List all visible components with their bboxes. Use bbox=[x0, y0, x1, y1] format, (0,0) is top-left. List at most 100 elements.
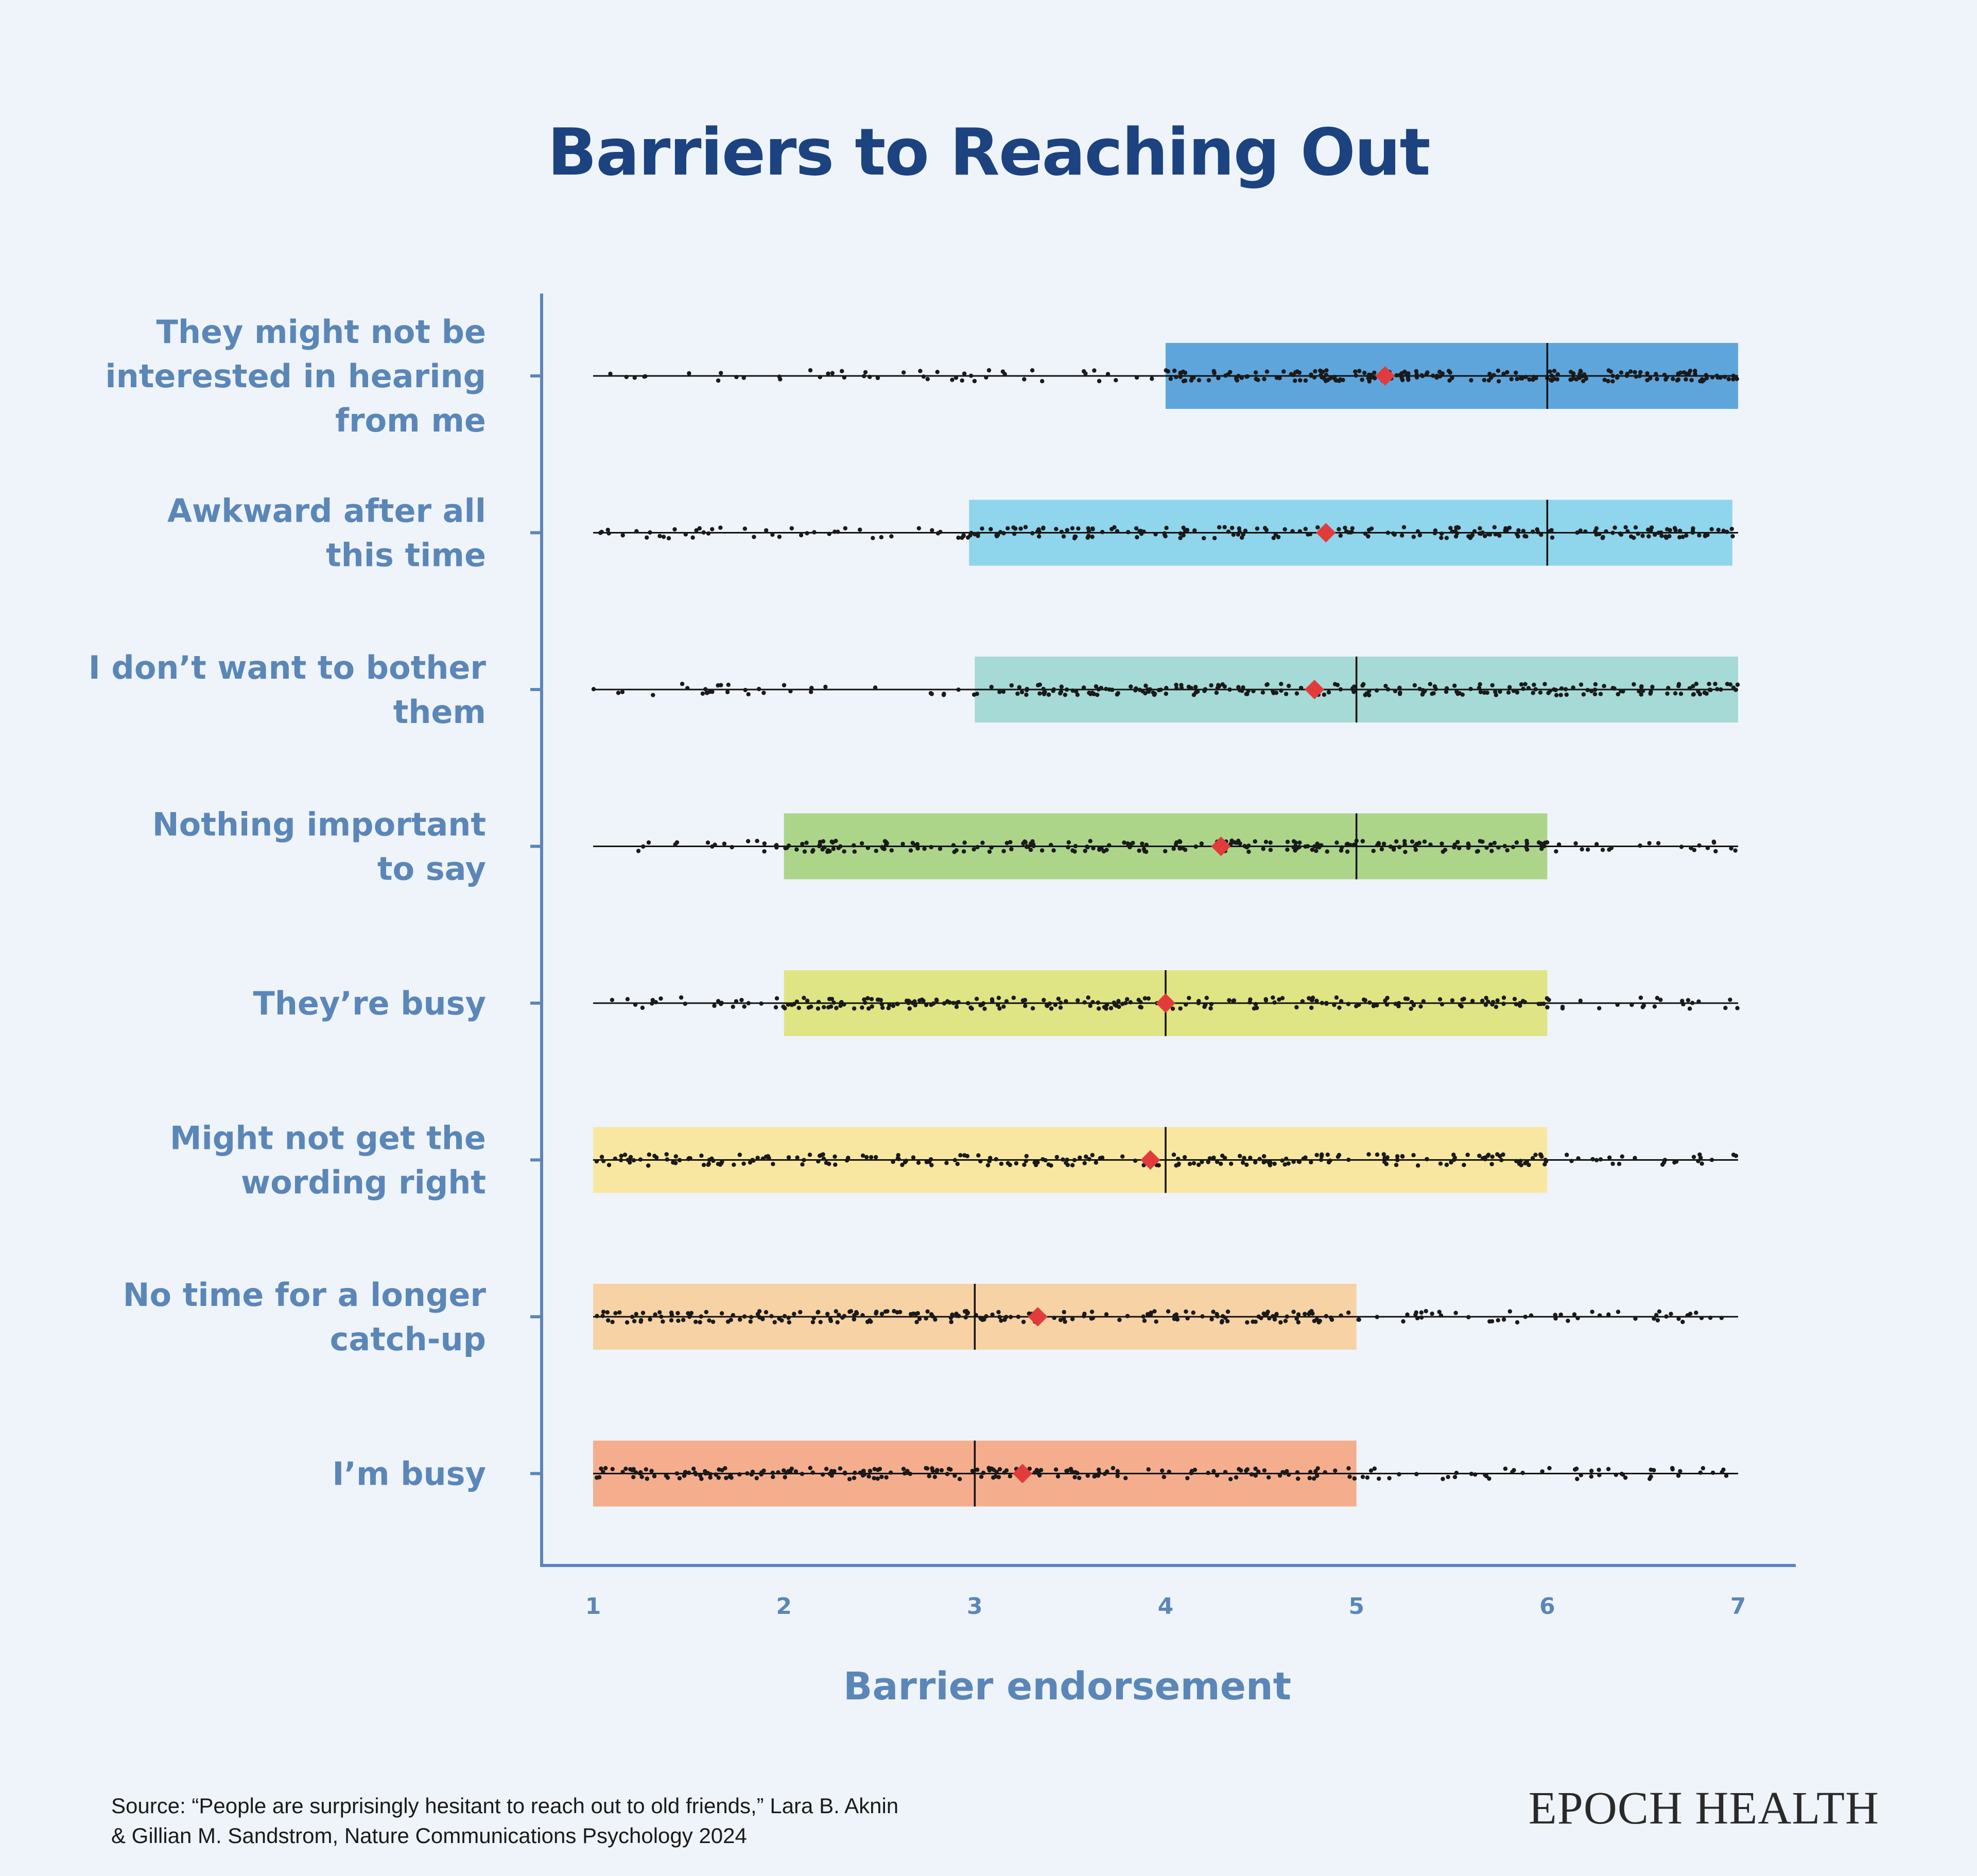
data-point bbox=[1684, 377, 1688, 382]
data-point bbox=[1610, 379, 1615, 384]
data-point bbox=[999, 1161, 1004, 1166]
data-point bbox=[716, 999, 721, 1004]
data-point bbox=[802, 849, 807, 854]
data-point bbox=[1521, 686, 1525, 691]
data-point bbox=[1046, 692, 1051, 697]
data-point bbox=[1313, 369, 1317, 374]
data-point bbox=[818, 1320, 823, 1324]
data-point bbox=[1228, 1477, 1233, 1482]
data-point bbox=[1555, 372, 1560, 376]
data-point bbox=[1708, 687, 1713, 693]
data-point bbox=[1356, 1317, 1361, 1322]
data-point bbox=[1419, 373, 1424, 377]
data-point bbox=[1722, 374, 1727, 379]
data-point bbox=[1058, 691, 1063, 696]
data-point bbox=[882, 847, 887, 851]
data-point bbox=[901, 370, 906, 375]
data-point bbox=[1083, 849, 1087, 853]
data-point bbox=[732, 1162, 736, 1167]
data-point bbox=[1554, 849, 1558, 854]
data-point bbox=[1411, 535, 1416, 539]
data-point bbox=[633, 1002, 638, 1007]
data-point bbox=[1038, 1468, 1044, 1472]
data-point bbox=[1375, 1315, 1379, 1319]
data-point bbox=[1709, 1158, 1714, 1162]
data-point bbox=[1583, 529, 1588, 534]
data-point bbox=[1368, 1468, 1374, 1473]
data-point bbox=[1507, 1309, 1512, 1314]
data-point bbox=[939, 1468, 944, 1473]
data-point bbox=[1678, 370, 1683, 375]
data-point bbox=[1040, 379, 1045, 384]
data-point bbox=[1654, 1313, 1659, 1317]
data-point bbox=[1338, 687, 1343, 692]
data-point bbox=[1431, 373, 1435, 378]
data-point bbox=[1012, 531, 1017, 536]
data-point bbox=[1134, 526, 1139, 531]
data-point bbox=[1051, 848, 1056, 853]
data-point bbox=[1670, 1466, 1675, 1471]
data-point bbox=[1729, 526, 1734, 531]
data-point bbox=[956, 536, 961, 540]
data-point bbox=[1678, 692, 1684, 696]
data-point bbox=[961, 849, 966, 854]
data-point bbox=[1138, 1000, 1143, 1005]
data-point bbox=[834, 1006, 839, 1010]
data-point bbox=[1168, 376, 1173, 381]
data-point bbox=[631, 1475, 636, 1479]
data-point bbox=[1655, 376, 1659, 382]
data-point bbox=[1711, 839, 1716, 844]
data-point bbox=[737, 1472, 742, 1477]
data-point bbox=[708, 1472, 713, 1476]
data-point bbox=[1523, 374, 1528, 380]
data-point bbox=[1709, 527, 1714, 531]
data-point bbox=[1313, 1469, 1318, 1474]
data-point bbox=[1512, 1468, 1516, 1473]
data-point bbox=[1077, 1475, 1082, 1481]
data-point bbox=[1225, 1319, 1230, 1323]
data-point bbox=[1538, 690, 1543, 695]
data-point bbox=[925, 1466, 930, 1471]
data-point bbox=[1261, 847, 1265, 851]
data-point bbox=[1523, 1314, 1528, 1319]
data-point bbox=[1105, 372, 1111, 376]
data-point bbox=[1220, 1314, 1225, 1319]
data-point bbox=[652, 1154, 657, 1158]
mean-marker bbox=[1375, 366, 1395, 386]
data-point bbox=[772, 1320, 777, 1324]
data-point bbox=[1287, 683, 1291, 689]
data-point bbox=[1296, 1476, 1300, 1481]
data-point bbox=[671, 1160, 675, 1165]
data-point bbox=[688, 1156, 692, 1161]
data-point bbox=[1381, 841, 1386, 846]
data-point bbox=[704, 1310, 709, 1315]
data-point bbox=[838, 1004, 843, 1008]
data-point bbox=[1466, 1315, 1471, 1319]
data-point bbox=[1478, 682, 1482, 687]
data-point bbox=[1673, 528, 1678, 533]
data-point bbox=[1585, 687, 1590, 693]
data-point bbox=[1553, 1316, 1558, 1321]
data-point bbox=[703, 687, 708, 692]
data-point bbox=[1417, 686, 1422, 692]
data-point bbox=[1649, 1474, 1653, 1479]
data-point bbox=[1726, 377, 1731, 382]
data-point bbox=[738, 1317, 742, 1322]
data-point bbox=[1539, 847, 1544, 851]
data-point bbox=[1639, 684, 1644, 690]
data-point bbox=[1223, 1470, 1228, 1474]
data-point bbox=[1266, 1475, 1271, 1480]
data-point bbox=[872, 1467, 877, 1471]
data-point bbox=[1575, 1476, 1580, 1482]
data-point bbox=[701, 530, 706, 535]
data-point bbox=[1229, 1161, 1234, 1166]
data-point bbox=[630, 1468, 635, 1473]
data-point bbox=[900, 841, 905, 847]
data-point bbox=[1572, 1312, 1577, 1317]
data-point bbox=[1696, 999, 1701, 1004]
data-point bbox=[1664, 527, 1670, 531]
data-point bbox=[1713, 681, 1718, 686]
data-point bbox=[1018, 526, 1023, 531]
data-point bbox=[1087, 691, 1091, 695]
data-point bbox=[988, 1156, 993, 1160]
